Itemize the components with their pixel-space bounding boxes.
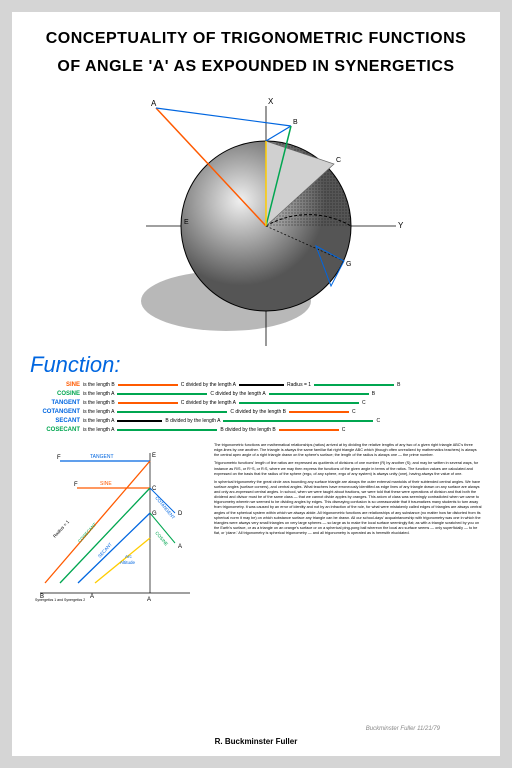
signature: Buckminster Fuller 11/21/79 bbox=[366, 726, 440, 732]
svg-text:G: G bbox=[152, 511, 157, 517]
svg-text:A: A bbox=[151, 99, 157, 108]
svg-text:SINE: SINE bbox=[100, 481, 112, 487]
body-paragraph: Trigonometric functions' length of line … bbox=[214, 461, 482, 476]
svg-text:F: F bbox=[57, 455, 61, 461]
body-paragraph: In spherical trigonometry the great circ… bbox=[214, 480, 482, 536]
function-row: COTANGENTis the length AC divided by the… bbox=[30, 409, 482, 415]
svg-text:COTANGENT: COTANGENT bbox=[154, 495, 176, 520]
svg-text:X: X bbox=[268, 97, 274, 106]
title-line-2: OF ANGLE 'A' AS EXPOUNDED IN SYNERGETICS bbox=[30, 58, 482, 76]
svg-text:TANGENT: TANGENT bbox=[90, 454, 114, 460]
title-line-1: CONCEPTUALITY OF TRIGONOMETRIC FUNCTIONS bbox=[30, 30, 482, 48]
svg-text:Arc: Arc bbox=[125, 554, 133, 559]
svg-text:Y: Y bbox=[398, 221, 404, 230]
attribution: R. Buckminster Fuller bbox=[12, 737, 500, 746]
svg-text:Radius = 1: Radius = 1 bbox=[52, 519, 71, 539]
function-heading: Function: bbox=[30, 352, 482, 378]
svg-text:B: B bbox=[293, 119, 298, 126]
body-paragraph: The trigonometric functions are mathemat… bbox=[214, 443, 482, 458]
svg-text:E: E bbox=[184, 219, 189, 226]
svg-text:A: A bbox=[178, 544, 182, 550]
svg-text:Altitude: Altitude bbox=[120, 560, 136, 565]
function-row: TANGENTis the length BC divided by the l… bbox=[30, 400, 482, 406]
svg-text:F: F bbox=[74, 482, 78, 488]
mini-diagram: TANGENT SINE COTANGENT COSINE COSECANT S… bbox=[30, 443, 200, 603]
svg-text:Synergetics 1 and Synergetics: Synergetics 1 and Synergetics 2 bbox=[35, 598, 85, 602]
svg-text:E: E bbox=[152, 453, 156, 459]
sphere-diagram: X Y A B C E G bbox=[96, 86, 416, 346]
function-row: SINEis the length BC divided by the leng… bbox=[30, 382, 482, 388]
svg-text:A: A bbox=[90, 594, 94, 600]
function-row: COSINEis the length AC divided by the le… bbox=[30, 391, 482, 397]
svg-text:G: G bbox=[346, 261, 351, 268]
function-row: COSECANTis the length AB divided by the … bbox=[30, 427, 482, 433]
svg-text:D: D bbox=[178, 511, 183, 517]
function-definitions: SINEis the length BC divided by the leng… bbox=[30, 382, 482, 433]
svg-text:A: A bbox=[147, 597, 151, 603]
function-row: SECANTis the length AB divided by the le… bbox=[30, 418, 482, 424]
svg-text:C: C bbox=[336, 157, 341, 164]
svg-text:COSECANT: COSECANT bbox=[77, 522, 98, 544]
explanatory-text: The trigonometric functions are mathemat… bbox=[214, 443, 482, 603]
svg-text:C: C bbox=[152, 486, 157, 492]
